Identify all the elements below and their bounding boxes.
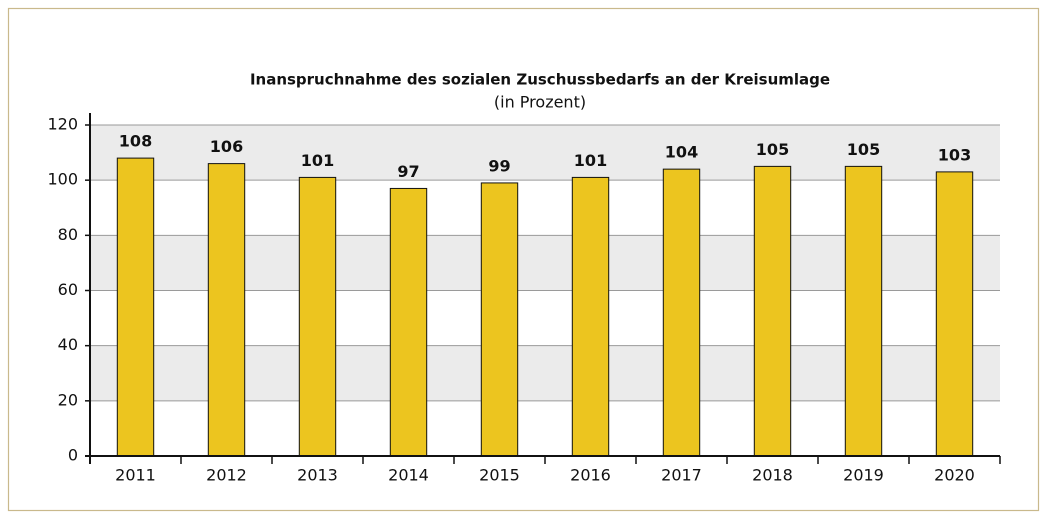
y-tick-label: 0 [68,446,78,465]
bar [935,171,974,457]
value-label: 105 [756,140,789,159]
value-label: 106 [210,137,243,156]
value-label: 101 [574,151,607,170]
x-tick-label: 2020 [934,466,975,485]
bar [207,163,246,457]
value-label: 103 [938,145,971,164]
bar [389,187,428,457]
x-tick-label: 2019 [843,466,884,485]
y-tick-label: 100 [47,170,78,189]
bar [571,176,610,457]
bar [844,165,883,457]
x-tick-label: 2013 [297,466,338,485]
x-tick-label: 2012 [206,466,247,485]
x-tick-label: 2011 [115,466,156,485]
value-label: 104 [665,143,698,162]
bar [298,176,337,457]
bar [753,165,792,457]
y-tick-label: 20 [58,390,78,409]
x-tick-label: 2016 [570,466,611,485]
chart-title: Inanspruchnahme des sozialen Zuschussbed… [250,71,830,89]
chart-subtitle: (in Prozent) [494,93,586,112]
bar [116,157,155,457]
y-tick-label: 80 [58,225,78,244]
y-tick-label: 120 [47,115,78,134]
x-tick-label: 2018 [752,466,793,485]
value-label: 97 [397,162,419,181]
y-tick-label: 40 [58,335,78,354]
value-label: 108 [119,132,152,151]
bar [662,168,701,457]
x-tick-label: 2017 [661,466,702,485]
value-label: 101 [301,151,334,170]
x-tick-label: 2014 [388,466,429,485]
y-tick-label: 60 [58,280,78,299]
value-label: 105 [847,140,880,159]
x-tick-label: 2015 [479,466,520,485]
value-label: 99 [488,156,510,175]
bar [480,182,519,457]
